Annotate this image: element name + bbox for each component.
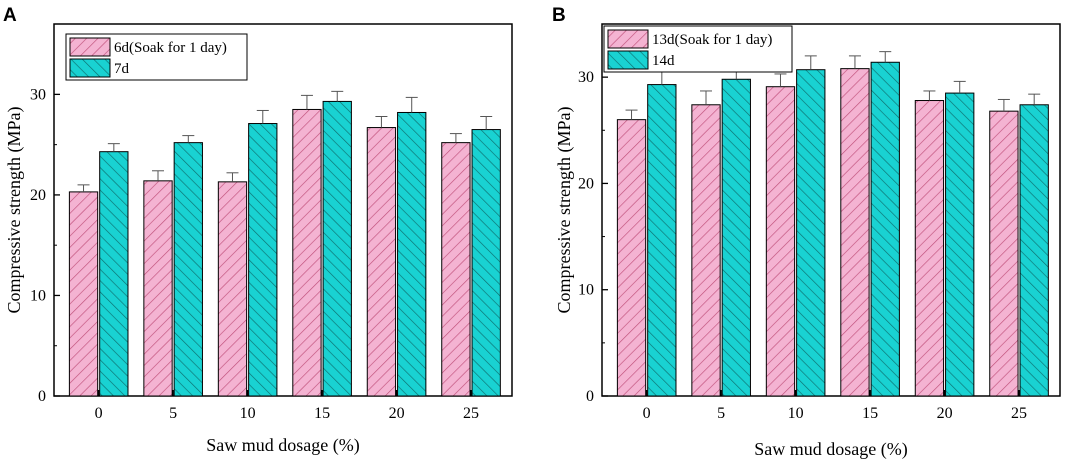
panel-a-y-tick-label: 20	[30, 187, 46, 204]
panel-a-error-bars	[77, 90, 493, 192]
panel-a-bar-series1	[441, 142, 471, 397]
panel-b-y-tick-label: 10	[578, 282, 594, 299]
panel-b-bar-series1	[914, 100, 945, 397]
panel-a-bar-series2	[397, 111, 427, 397]
panel-b-x-tick-label: 5	[717, 405, 725, 422]
panel-a-bar-series2	[99, 151, 129, 397]
panel-a-bar-series1	[143, 180, 173, 397]
panel-b-letter: B	[552, 5, 566, 26]
panel-b-bars	[616, 61, 1049, 397]
panel-b-bar-series2	[945, 92, 975, 397]
panel-a-x-title: Saw mud dosage (%)	[206, 435, 359, 456]
panel-a-bar-series1	[292, 108, 322, 397]
panel-b-y-tick-label: 20	[578, 175, 594, 192]
panel-b-bar-series2	[870, 61, 900, 397]
panel-a-x-tick-label: 10	[240, 405, 256, 422]
panel-b-bar-series2	[647, 84, 677, 397]
panel-b-bar-series1	[616, 119, 647, 397]
panel-a-letter: A	[3, 5, 17, 26]
panel-a-bar-series2	[322, 100, 352, 397]
panel-b: B 0 10 20 30 0 5 10 15 20 25 13d(Soak for 1 day)…	[552, 5, 1061, 460]
panel-b-legend-swatch-2	[607, 50, 649, 70]
panel-a-bar-series1	[366, 127, 397, 397]
panel-b-x-tick-label: 0	[643, 405, 651, 422]
panel-a-y-tick-label: 0	[38, 388, 46, 405]
panel-b-y-tick-label: 30	[578, 69, 594, 86]
panel-a-legend-swatch-2	[69, 58, 111, 78]
panel-b-legend-label-2: 14d	[652, 53, 675, 69]
panel-b-bar-series1	[765, 86, 796, 397]
panel-b-bar-series1	[989, 110, 1019, 397]
panel-a-bars	[68, 100, 501, 397]
panel-a-x-axis: 0 5 10 15 20 25	[95, 390, 479, 422]
panel-b-y-tick-label: 0	[586, 388, 594, 405]
panel-a-x-tick-label: 20	[389, 405, 405, 422]
panel-a-x-tick-label: 5	[169, 405, 177, 422]
panel-a-bar-series2	[248, 123, 278, 397]
panel-b-x-tick-label: 10	[788, 405, 804, 422]
panel-a-x-tick-label: 0	[95, 405, 103, 422]
panel-a-bar-series1	[68, 191, 99, 397]
panel-b-y-title: Compressive strength (MPa)	[554, 107, 575, 314]
panel-a-bar-series2	[471, 129, 501, 397]
panel-b-legend: 13d(Soak for 1 day) 14d	[603, 25, 793, 73]
panel-b-frame	[601, 23, 1061, 397]
panel-b-x-axis: 0 5 10 15 20 25	[643, 390, 1027, 422]
panel-a-y-title: Compressive strength (MPa)	[4, 107, 25, 314]
panel-b-x-tick-label: 20	[937, 405, 953, 422]
panel-b-legend-swatch-1	[607, 29, 649, 49]
panel-b-bar-series1	[691, 104, 721, 397]
panel-b-x-tick-label: 15	[862, 405, 878, 422]
panel-a-y-axis: 0 10 20 30	[30, 86, 60, 405]
panel-a-legend: 6d(Soak for 1 day) 7d	[65, 33, 248, 81]
panel-b-error-bars	[625, 51, 1041, 120]
panel-a-bar-series2	[173, 142, 203, 397]
panel-a-legend-label-1: 6d(Soak for 1 day)	[114, 40, 227, 56]
panel-a-x-tick-label: 15	[314, 405, 330, 422]
panel-b-bar-series2	[721, 78, 751, 397]
panel-a-bar-series1	[217, 181, 248, 397]
panel-a-legend-swatch-1	[69, 37, 111, 57]
panel-b-x-tick-label: 25	[1011, 405, 1027, 422]
panel-a: A 0 10 20 30 0 5 10 15 20 25 6d(Soak for 1 day) …	[3, 5, 513, 456]
panel-a-y-tick-label: 10	[30, 287, 46, 304]
panel-a-x-tick-label: 25	[463, 405, 479, 422]
panel-b-bar-series2	[796, 69, 826, 397]
panel-a-legend-label-2: 7d	[114, 61, 130, 77]
panel-b-bar-series2	[1019, 104, 1049, 397]
panel-b-x-title: Saw mud dosage (%)	[754, 439, 907, 460]
panel-a-y-tick-label: 30	[30, 86, 46, 103]
panel-a-frame	[53, 23, 513, 397]
panel-b-bar-series1	[840, 68, 870, 397]
panel-b-y-axis: 0 10 20 30	[578, 69, 608, 405]
panel-b-legend-label-1: 13d(Soak for 1 day)	[652, 32, 772, 48]
